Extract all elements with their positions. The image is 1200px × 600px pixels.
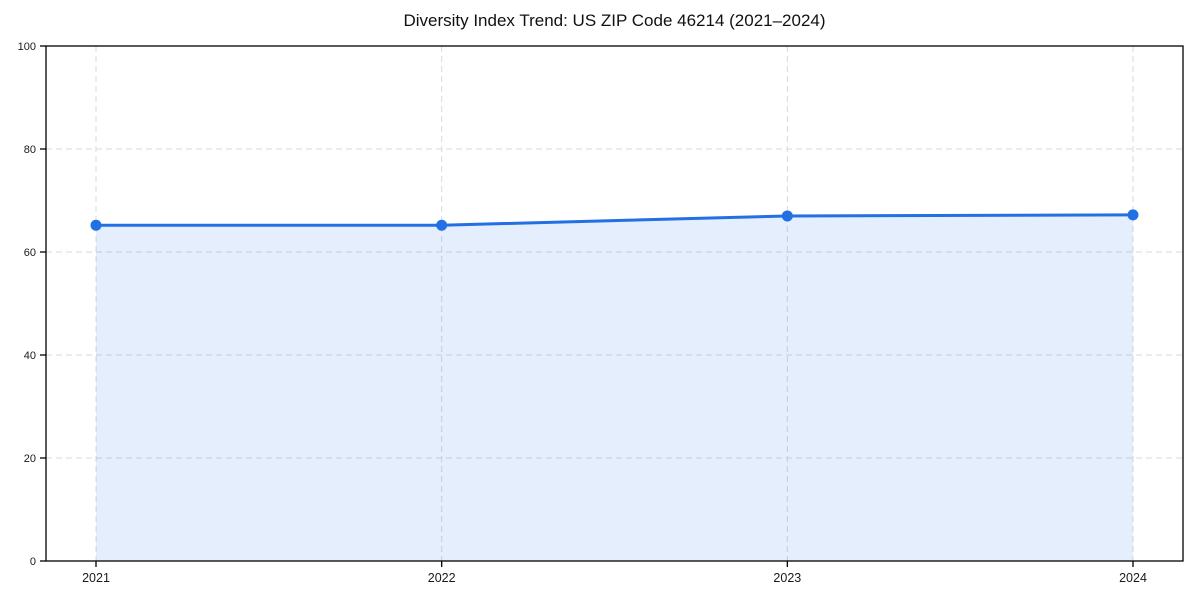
y-axis-tick-label: 80 bbox=[24, 144, 36, 156]
x-axis-tick-label: 2021 bbox=[82, 571, 110, 585]
y-axis-tick-label: 60 bbox=[24, 247, 36, 259]
x-axis-tick-label: 2024 bbox=[1119, 571, 1147, 585]
x-axis-tick-label: 2022 bbox=[428, 571, 456, 585]
series-line bbox=[94, 213, 1135, 227]
chart-title: Diversity Index Trend: US ZIP Code 46214… bbox=[403, 11, 826, 30]
y-axis-tick-label: 0 bbox=[30, 556, 36, 568]
series-area-fill bbox=[96, 214, 1133, 562]
x-axis-tick-label: 2023 bbox=[773, 571, 801, 585]
y-axis-tick-label: 100 bbox=[18, 41, 36, 53]
plot-frame bbox=[45, 45, 1184, 562]
data-point-marker bbox=[781, 210, 793, 222]
y-axis-tick-label: 20 bbox=[24, 453, 36, 465]
data-point-marker bbox=[436, 219, 448, 231]
y-axis-tick-label: 40 bbox=[24, 350, 36, 362]
data-point-marker bbox=[90, 219, 102, 231]
data-point-marker bbox=[1127, 209, 1139, 221]
